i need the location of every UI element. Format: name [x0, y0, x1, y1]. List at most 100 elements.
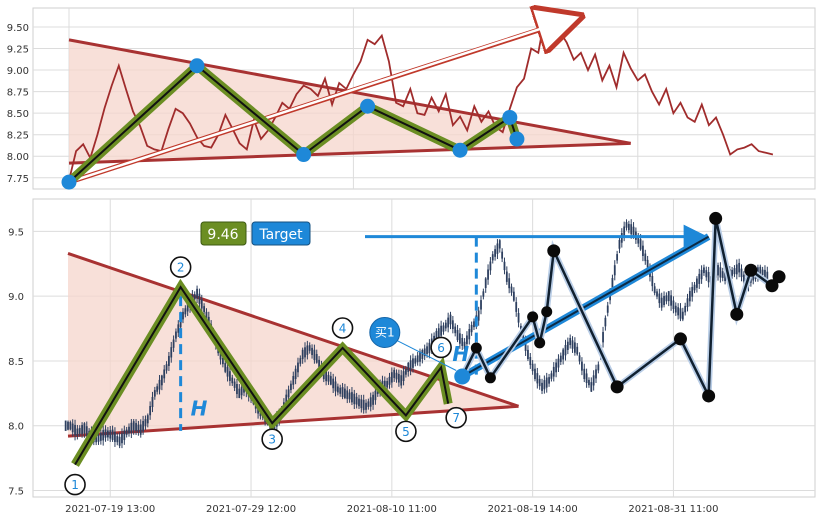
candle-body [156, 386, 159, 392]
candle-body [466, 335, 468, 345]
candle-body [482, 291, 485, 297]
candle-body [698, 273, 701, 284]
candle-body [566, 341, 569, 350]
bottom-y-axis: 7.5 8.0 8.5 9.0 9.5 [8, 227, 24, 497]
candle-body [172, 339, 175, 348]
candle-body [419, 351, 421, 362]
candle-body [193, 293, 196, 300]
wave-point [702, 389, 716, 403]
candle-body [238, 388, 241, 398]
candle-body [604, 317, 607, 327]
candle-body [752, 272, 755, 281]
top-pivot-point [61, 174, 77, 190]
candle-body [416, 355, 419, 363]
candle-body [111, 429, 114, 440]
top-y-tick-label: 8.00 [7, 152, 29, 163]
candle-body [498, 240, 501, 249]
candle-body [447, 317, 450, 328]
candle-body [362, 399, 365, 411]
top-pivot-point [296, 147, 312, 163]
candle-body [386, 381, 389, 388]
breakout-point [454, 368, 471, 385]
candle-body [297, 362, 299, 373]
top-y-tick-label: 9.25 [7, 45, 29, 56]
candle-body [602, 332, 604, 343]
candle-body [405, 368, 407, 375]
candle-body [491, 254, 494, 261]
candle-body [67, 421, 69, 430]
candle-body [177, 324, 180, 333]
candle-body [348, 392, 351, 400]
candle-body [304, 347, 306, 358]
candle-body [168, 355, 170, 366]
candle-body [545, 377, 548, 388]
candle-body [597, 364, 600, 371]
candle-body [665, 295, 668, 302]
pattern-point-label: 3 [268, 433, 276, 447]
candle-body [236, 384, 238, 395]
buy-signal-leader [396, 340, 457, 371]
candle-body [135, 423, 137, 432]
candle-body [449, 314, 452, 325]
bottom-x-tick-label: 2021-07-29 12:00 [206, 504, 296, 515]
candle-body [653, 286, 656, 294]
top-price-panel: 7.75 8.00 8.25 8.50 8.75 9.00 9.25 9.50 [7, 8, 816, 190]
candle-body [400, 375, 403, 386]
candle-body [229, 371, 231, 381]
candle-body [224, 363, 227, 372]
pattern-point-label-circle [261, 428, 283, 450]
candle-body [353, 393, 356, 405]
candle-body [318, 359, 320, 368]
candle-body [360, 399, 363, 409]
target-price-value: 9.46 [207, 227, 238, 243]
candle-body [569, 338, 572, 346]
pattern-point-label: 1 [71, 478, 79, 492]
candle-body [656, 291, 658, 297]
target-label-box: Target [251, 221, 311, 246]
candle-body [369, 397, 372, 407]
candle-body [576, 346, 579, 355]
candle-body [299, 358, 302, 364]
bottom-x-tick-label: 2021-08-10 11:00 [347, 504, 437, 515]
wave-point [765, 279, 779, 293]
candle-body [76, 428, 79, 436]
bottom-x-axis: 2021-07-19 13:00 2021-07-29 12:00 2021-08-… [65, 504, 718, 515]
candle-body [618, 239, 621, 249]
candle-body [163, 369, 166, 379]
candle-body [421, 350, 424, 359]
candle-body [285, 394, 288, 406]
candle-body [346, 390, 349, 399]
candle-body [315, 354, 318, 363]
candle-body [719, 267, 722, 278]
pattern-point-label: 5 [402, 425, 410, 439]
top-triangle-lower-line [68, 141, 631, 165]
candle-body [142, 421, 144, 432]
candle-body [681, 311, 684, 320]
candle-body [527, 349, 529, 360]
candle-body [679, 308, 682, 319]
candle-body [503, 261, 506, 271]
candle-body [672, 300, 675, 310]
candle-body [630, 224, 633, 235]
pattern-point-label: 4 [339, 322, 347, 336]
candle-body [414, 358, 417, 364]
candle-body [102, 430, 105, 441]
top-pivot-point [360, 98, 376, 114]
candle-body [606, 305, 609, 313]
candle-body [390, 372, 393, 383]
candle-body [451, 320, 454, 330]
candle-body [435, 330, 438, 340]
candle-body [693, 284, 696, 291]
candle-body [308, 345, 311, 351]
candle-body [461, 337, 464, 346]
candle-body [184, 308, 187, 315]
candle-body [198, 293, 201, 304]
candle-body [290, 383, 292, 391]
candle-body [550, 373, 553, 379]
candle-body [696, 278, 698, 288]
top-y-tick-label: 8.50 [7, 109, 29, 120]
candle-body [494, 249, 496, 257]
candle-body [327, 374, 330, 382]
candle-body [106, 430, 109, 438]
top-projection-arrow-inner [68, 17, 573, 184]
